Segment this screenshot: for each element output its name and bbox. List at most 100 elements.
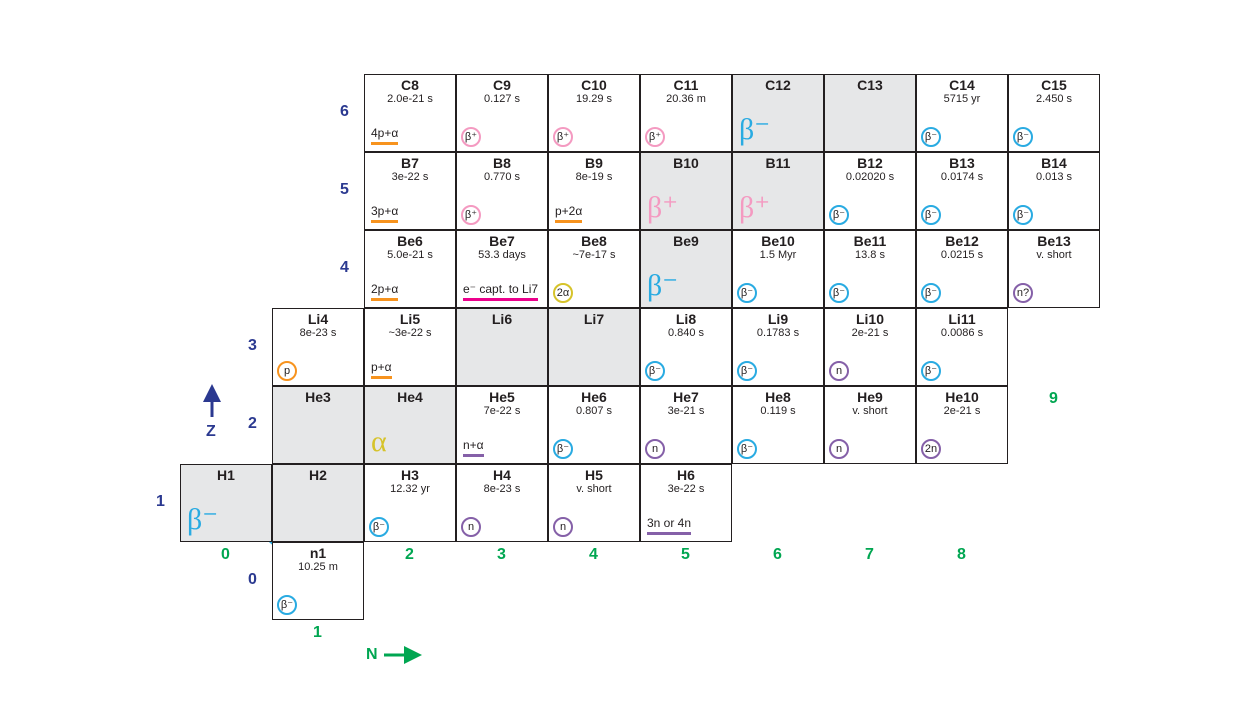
n-tick-9: 9 — [1049, 390, 1058, 408]
nuclide-name: C12 — [733, 77, 823, 93]
decay-mode: 4p+α — [371, 126, 398, 145]
decay-badge: β⁻ — [1013, 127, 1033, 147]
decay-mode: p+α — [371, 360, 392, 379]
decay-badge: β⁻ — [921, 283, 941, 303]
nuclide-be7: Be753.3 dayse⁻ capt. to Li7 — [456, 230, 548, 308]
half-life: 3e-22 s — [641, 483, 731, 495]
decay-badge: β⁻ — [553, 439, 573, 459]
decay-mode: n+α — [463, 438, 484, 457]
decay-badge: β⁻ — [829, 283, 849, 303]
nuclide-c8: C82.0e-21 s 4p+α — [364, 74, 456, 152]
nuclide-be12: Be120.0215 s β⁻ — [916, 230, 1008, 308]
nuclide-h5: H5v. shortn — [548, 464, 640, 542]
nuclide-li11: Li110.0086 sβ⁻ — [916, 308, 1008, 386]
half-life: 8e-23 s — [457, 483, 547, 495]
nuclide-be9: Be9β⁻ — [640, 230, 732, 308]
nuclide-name: He3 — [273, 389, 363, 405]
nuclide-he9: He9v. shortn — [824, 386, 916, 464]
nuclide-name: B7 — [365, 155, 455, 171]
nuclide-li8: Li80.840 s β⁻ — [640, 308, 732, 386]
decay-badge: β⁺ — [645, 127, 665, 147]
nuclide-li10: Li102e-21 sn — [824, 308, 916, 386]
nuclide-h4: H48e-23 sn — [456, 464, 548, 542]
nuclide-n1: n110.25 mβ⁻ — [272, 542, 364, 620]
nuclide-name: H6 — [641, 467, 731, 483]
nuclide-name: Be13 — [1009, 233, 1099, 249]
nuclide-be10: Be101.5 Myrβ⁻ — [732, 230, 824, 308]
half-life: 0.840 s — [641, 327, 731, 339]
decay-mode: e⁻ capt. to Li7 — [463, 282, 538, 301]
nuclide-name: He10 — [917, 389, 1007, 405]
n-axis-label: N — [366, 646, 378, 664]
z-tick-4: 4 — [340, 259, 349, 277]
decay-badge: β⁻ — [737, 361, 757, 381]
nuclide-name: B13 — [917, 155, 1007, 171]
half-life: 0.119 s — [733, 405, 823, 417]
half-life: 0.127 s — [457, 93, 547, 105]
half-life: 0.0215 s — [917, 249, 1007, 261]
nuclide-chart: n110.25 mβ⁻H1β⁻H2H312.32 yrβ⁻H48e-23 snH… — [20, 20, 1236, 692]
nuclide-h6: H63e-22 s3n or 4n — [640, 464, 732, 542]
nuclide-h2: H2 — [272, 464, 364, 542]
nuclide-b7: B73e-22 s 3p+α — [364, 152, 456, 230]
nuclide-h3: H312.32 yrβ⁻ — [364, 464, 456, 542]
nuclide-name: B14 — [1009, 155, 1099, 171]
nuclide-name: Li4 — [273, 311, 363, 327]
n-tick-8: 8 — [957, 546, 966, 564]
decay-badge: β⁻ — [737, 439, 757, 459]
half-life: 8e-19 s — [549, 171, 639, 183]
nuclide-name: C10 — [549, 77, 639, 93]
decay-badge: β⁻ — [369, 517, 389, 537]
nuclide-name: Be6 — [365, 233, 455, 249]
decay-mode: p+2α — [555, 204, 582, 223]
decay-direction-label: β⁻ — [187, 502, 218, 537]
decay-direction-label: β⁻ — [647, 268, 678, 303]
nuclide-name: He9 — [825, 389, 915, 405]
decay-direction-label: β⁺ — [647, 190, 678, 225]
nuclide-name: Li8 — [641, 311, 731, 327]
half-life: v. short — [825, 405, 915, 417]
nuclide-he3: He3 — [272, 386, 364, 464]
half-life: 3e-22 s — [365, 171, 455, 183]
nuclide-name: Li5 — [365, 311, 455, 327]
half-life: 2.0e-21 s — [365, 93, 455, 105]
half-life: 8e-23 s — [273, 327, 363, 339]
n-tick-7: 7 — [865, 546, 874, 564]
nuclide-c14: C145715 yrβ⁻ — [916, 74, 1008, 152]
nuclide-name: B12 — [825, 155, 915, 171]
decay-mode: 3p+α — [371, 204, 398, 223]
z-tick-3: 3 — [248, 337, 257, 355]
nuclide-b12: B120.02020 sβ⁻ — [824, 152, 916, 230]
z-tick-6: 6 — [340, 103, 349, 121]
nuclide-b8: B80.770 sβ⁺ — [456, 152, 548, 230]
half-life: v. short — [1009, 249, 1099, 261]
decay-badge: β⁻ — [921, 361, 941, 381]
nuclide-c13: C13 — [824, 74, 916, 152]
nuclide-he6: He60.807 sβ⁻ — [548, 386, 640, 464]
nuclide-name: Li7 — [549, 311, 639, 327]
decay-badge: β⁻ — [645, 361, 665, 381]
nuclide-he4: He4α — [364, 386, 456, 464]
half-life: 19.29 s — [549, 93, 639, 105]
half-life: 53.3 days — [457, 249, 547, 261]
nuclide-name: H4 — [457, 467, 547, 483]
nuclide-name: C8 — [365, 77, 455, 93]
nuclide-be13: Be13v. shortn? — [1008, 230, 1100, 308]
decay-badge: p — [277, 361, 297, 381]
half-life: 3e-21 s — [641, 405, 731, 417]
nuclide-name: Be11 — [825, 233, 915, 249]
decay-direction-label: β⁻ — [739, 112, 770, 147]
nuclide-li7: Li7 — [548, 308, 640, 386]
decay-badge: n — [645, 439, 665, 459]
nuclide-name: Be12 — [917, 233, 1007, 249]
half-life: 0.807 s — [549, 405, 639, 417]
n-tick-3: 3 — [497, 546, 506, 564]
decay-badge: n — [553, 517, 573, 537]
nuclide-name: Be10 — [733, 233, 823, 249]
nuclide-name: He7 — [641, 389, 731, 405]
half-life: 0.770 s — [457, 171, 547, 183]
half-life: 13.8 s — [825, 249, 915, 261]
nuclide-he8: He80.119 sβ⁻ — [732, 386, 824, 464]
decay-badge: n — [829, 361, 849, 381]
nuclide-name: H2 — [273, 467, 363, 483]
